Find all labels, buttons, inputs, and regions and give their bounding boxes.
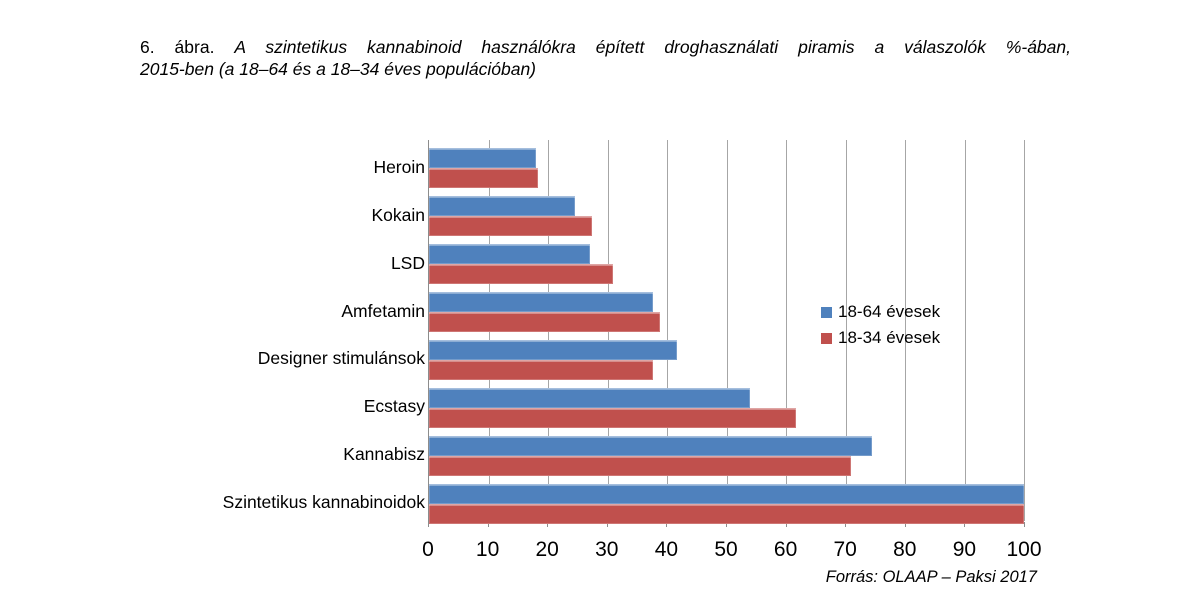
legend-swatch-red <box>821 332 832 344</box>
figure-title-line1: 6. ábra. A szintetikus kannabinoid haszn… <box>140 36 1071 58</box>
bar-rows <box>429 140 1024 524</box>
chart-legend: 18-64 évesek 18-34 évesek <box>821 299 940 351</box>
x-axis-tick-marks <box>428 522 1025 528</box>
bar-18-64-évesek-3 <box>429 292 654 312</box>
tick-label-100: 100 <box>1006 538 1042 561</box>
bar-18-34-évesek-0 <box>429 168 539 188</box>
tick-mark-10 <box>487 522 489 527</box>
bar-group-7 <box>429 476 1024 524</box>
tick-label-80: 80 <box>893 538 917 561</box>
bar-group-4 <box>429 332 1024 380</box>
tick-label-90: 90 <box>952 538 977 561</box>
tick-mark-100 <box>1024 522 1025 527</box>
legend-item-18-64: 18-64 évesek <box>821 299 940 325</box>
bar-18-64-évesek-7 <box>429 484 1024 504</box>
category-label-4: Designer stimulánsok <box>257 348 425 369</box>
bar-18-64-évesek-0 <box>429 148 537 168</box>
bar-18-34-évesek-3 <box>429 312 660 332</box>
tick-label-40: 40 <box>654 538 679 561</box>
tick-label-70: 70 <box>833 538 857 561</box>
tick-mark-80 <box>904 522 906 527</box>
bar-18-64-évesek-2 <box>429 244 590 264</box>
gridline-100 <box>1024 140 1025 521</box>
tick-label-30: 30 <box>595 538 619 561</box>
gridline-80 <box>905 140 906 521</box>
tick-mark-0 <box>428 522 429 527</box>
bar-group-1 <box>429 188 1024 236</box>
category-label-6: Kannabisz <box>343 443 425 464</box>
tick-label-20: 20 <box>535 538 559 561</box>
gridline-40 <box>667 140 668 521</box>
category-label-0: Heroin <box>373 157 425 178</box>
bar-18-64-évesek-4 <box>429 340 678 360</box>
tick-mark-40 <box>666 522 668 527</box>
category-label-1: Kokain <box>371 205 425 226</box>
bar-group-2 <box>429 236 1024 284</box>
bar-18-34-évesek-7 <box>429 504 1024 524</box>
legend-item-18-34: 18-34 évesek <box>821 325 940 351</box>
category-label-2: LSD <box>390 252 425 273</box>
tick-mark-20 <box>547 522 549 527</box>
bar-18-34-évesek-2 <box>429 264 614 284</box>
tick-mark-90 <box>964 522 966 527</box>
tick-mark-30 <box>606 522 608 527</box>
bar-18-34-évesek-5 <box>429 408 796 428</box>
category-label-5: Ecstasy <box>363 396 425 417</box>
bar-group-5 <box>429 380 1024 428</box>
gridline-60 <box>786 140 787 521</box>
gridline-50 <box>726 140 728 521</box>
source-note: Forrás: OLAAP – Paksi 2017 <box>825 568 1037 586</box>
tick-label-50: 50 <box>714 538 738 561</box>
bar-18-64-évesek-6 <box>429 436 872 456</box>
tick-mark-60 <box>785 522 787 527</box>
x-axis-tick-labels: 0 10 20 30 40 50 60 70 80 90 100 <box>422 538 1041 562</box>
tick-label-60: 60 <box>773 538 798 561</box>
figure-title-text: A szintetikus kannabinoid használókra ép… <box>234 37 1071 57</box>
gridline-70 <box>845 140 847 521</box>
bar-group-0 <box>429 140 1024 188</box>
tick-mark-50 <box>726 522 727 527</box>
category-label-7: Szintetikus kannabinoidok <box>222 491 425 512</box>
legend-label: 18-64 évesek <box>838 302 941 321</box>
tick-mark-70 <box>845 522 847 527</box>
category-axis-labels: Heroin Kokain LSD Amfetamin Designer stimulá… <box>95 140 425 522</box>
bar-18-34-évesek-4 <box>429 360 654 380</box>
tick-label-10: 10 <box>475 538 500 561</box>
bar-18-64-évesek-1 <box>429 196 575 216</box>
bar-18-64-évesek-5 <box>429 388 751 408</box>
figure-title: 6. ábra. A szintetikus kannabinoid haszn… <box>140 36 1071 80</box>
figure-title-line2: 2015-ben (a 18–64 és a 18–34 éves populá… <box>140 59 537 79</box>
legend-label: 18-34 évesek <box>838 328 941 347</box>
figure-number: 6. ábra. <box>140 37 215 57</box>
bar-18-34-évesek-6 <box>429 456 852 476</box>
category-label-3: Amfetamin <box>341 300 425 321</box>
bar-group-6 <box>429 428 1024 476</box>
legend-swatch-blue <box>821 306 832 318</box>
plot-area <box>428 140 1025 524</box>
gridline-90 <box>964 140 966 521</box>
tick-label-0: 0 <box>422 538 434 561</box>
bar-group-3 <box>429 284 1024 332</box>
bar-18-34-évesek-1 <box>429 216 593 236</box>
